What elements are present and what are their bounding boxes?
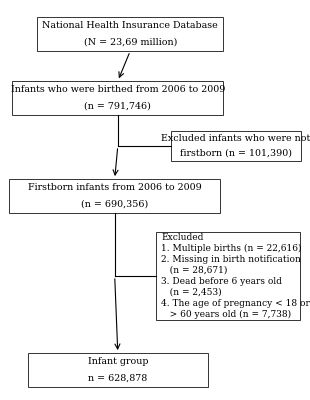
FancyBboxPatch shape bbox=[28, 353, 208, 387]
Text: (n = 2,453): (n = 2,453) bbox=[161, 288, 222, 297]
Text: Firstborn infants from 2006 to 2009: Firstborn infants from 2006 to 2009 bbox=[28, 183, 202, 192]
FancyBboxPatch shape bbox=[9, 179, 220, 213]
Text: 4. The age of pregnancy < 18 or: 4. The age of pregnancy < 18 or bbox=[161, 299, 310, 308]
Text: Infants who were birthed from 2006 to 2009: Infants who were birthed from 2006 to 20… bbox=[11, 85, 225, 94]
FancyBboxPatch shape bbox=[156, 232, 300, 320]
Text: n = 628,878: n = 628,878 bbox=[88, 374, 148, 383]
Text: > 60 years old (n = 7,738): > 60 years old (n = 7,738) bbox=[161, 310, 291, 319]
Text: 2. Missing in birth notification: 2. Missing in birth notification bbox=[161, 255, 301, 264]
Text: Excluded infants who were not: Excluded infants who were not bbox=[161, 134, 310, 143]
Text: 1. Multiple births (n = 22,616): 1. Multiple births (n = 22,616) bbox=[161, 244, 302, 253]
Text: (n = 791,746): (n = 791,746) bbox=[84, 102, 151, 111]
Text: Infant group: Infant group bbox=[87, 357, 148, 366]
Text: National Health Insurance Database: National Health Insurance Database bbox=[42, 21, 218, 30]
Text: (N = 23,69 million): (N = 23,69 million) bbox=[83, 38, 177, 47]
Text: (n = 28,671): (n = 28,671) bbox=[161, 266, 228, 275]
Text: Excluded: Excluded bbox=[161, 233, 204, 242]
Text: firstborn (n = 101,390): firstborn (n = 101,390) bbox=[179, 149, 292, 158]
FancyBboxPatch shape bbox=[170, 131, 301, 161]
Text: (n = 690,356): (n = 690,356) bbox=[81, 200, 148, 209]
FancyBboxPatch shape bbox=[37, 17, 223, 51]
FancyBboxPatch shape bbox=[12, 81, 223, 115]
Text: 3. Dead before 6 years old: 3. Dead before 6 years old bbox=[161, 277, 282, 286]
